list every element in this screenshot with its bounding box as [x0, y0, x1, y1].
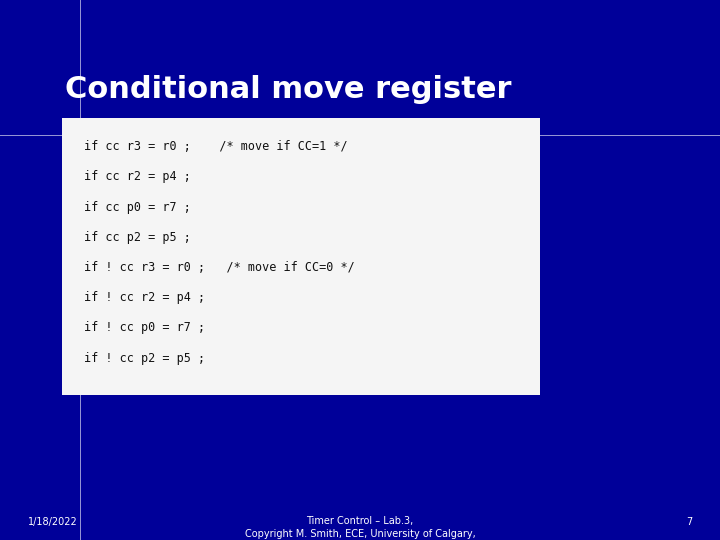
Text: if ! cc p2 = p5 ;: if ! cc p2 = p5 ;: [84, 352, 205, 365]
Text: if cc r3 = r0 ;    /* move if CC=1 */: if cc r3 = r0 ; /* move if CC=1 */: [84, 140, 348, 153]
Text: if ! cc r2 = p4 ;: if ! cc r2 = p4 ;: [84, 291, 205, 304]
Text: 1/18/2022: 1/18/2022: [28, 517, 78, 527]
Text: if cc r2 = p4 ;: if cc r2 = p4 ;: [84, 170, 191, 183]
Text: if ! cc r3 = r0 ;   /* move if CC=0 */: if ! cc r3 = r0 ; /* move if CC=0 */: [84, 261, 355, 274]
Text: Conditional move register: Conditional move register: [65, 75, 511, 104]
Text: 7: 7: [685, 517, 692, 527]
Bar: [62, 118, 540, 395]
Text: Timer Control – Lab.3,
Copyright M. Smith, ECE, University of Calgary,
Canada: Timer Control – Lab.3, Copyright M. Smit…: [245, 516, 475, 540]
Text: if ! cc p0 = r7 ;: if ! cc p0 = r7 ;: [84, 321, 205, 334]
Text: if cc p0 = r7 ;: if cc p0 = r7 ;: [84, 200, 191, 213]
Text: if cc p2 = p5 ;: if cc p2 = p5 ;: [84, 231, 191, 244]
